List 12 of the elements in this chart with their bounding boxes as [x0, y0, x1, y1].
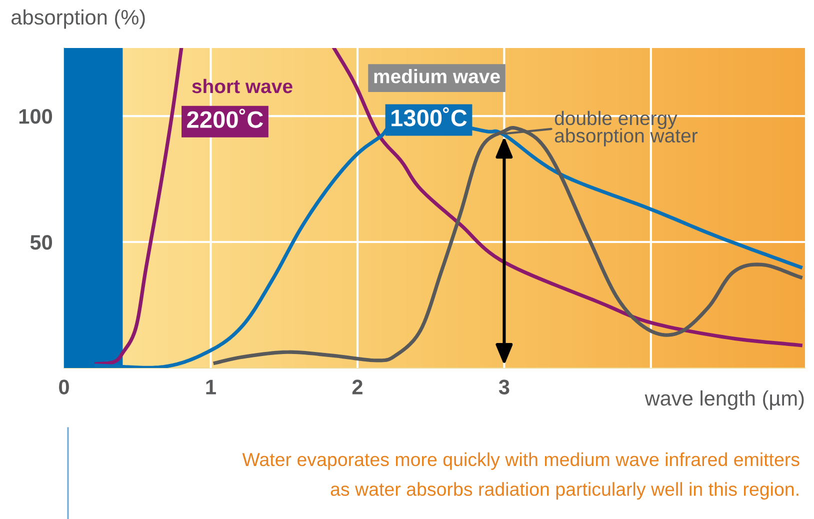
x-axis-title: wave length (µm)	[644, 390, 804, 410]
text: Water evaporates more quickly with medium wave infrared emitters as water absorbs radiation particularly well in this region.	[242, 452, 800, 500]
y-tick-label: 50	[30, 235, 52, 250]
annotation: 2200˚C	[187, 108, 264, 128]
x-tick-label: 3	[498, 380, 510, 394]
y-axis-title: absorption (%)	[12, 9, 145, 29]
x-tick-label: 1	[206, 380, 216, 394]
x-tick-label: 0	[59, 380, 69, 394]
y-tick-label: 100	[19, 109, 52, 124]
annotation: 1300˚C	[392, 107, 467, 126]
x-tick-label: 2	[352, 380, 362, 394]
annotation: medium wave	[374, 69, 500, 84]
